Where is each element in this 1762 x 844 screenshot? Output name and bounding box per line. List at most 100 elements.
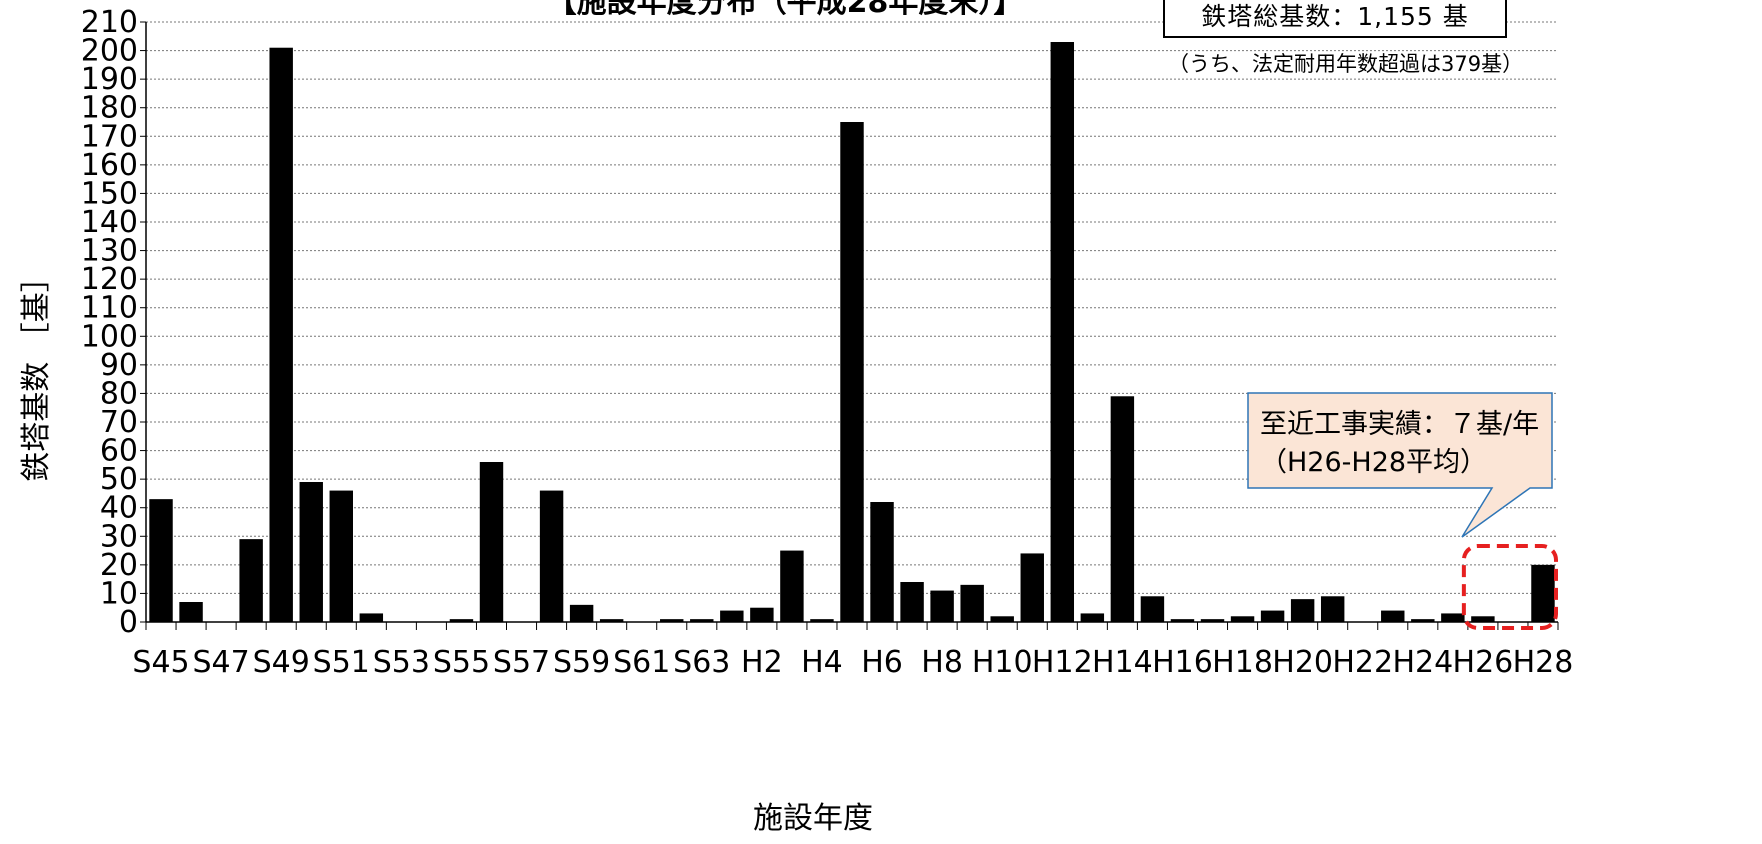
x-tick-label: H4 xyxy=(801,645,843,680)
bar-H11 xyxy=(1020,553,1044,622)
y-tick-labels: 0102030405060708090100110120130140150160… xyxy=(81,5,138,640)
bar-S48 xyxy=(239,539,263,622)
bar-H24 xyxy=(1411,619,1435,622)
bar-S49 xyxy=(269,47,293,622)
y-tick-label: 40 xyxy=(100,491,138,526)
bar-H21 xyxy=(1320,596,1345,622)
callout-shape xyxy=(1247,392,1553,538)
x-tick-label: S57 xyxy=(493,645,550,680)
bar-H4 xyxy=(810,619,834,622)
y-tick-label: 210 xyxy=(81,5,138,40)
x-tick-label: S53 xyxy=(373,645,430,680)
y-tick-label: 140 xyxy=(81,205,138,240)
bar-H1 xyxy=(720,610,744,622)
bar-H19 xyxy=(1260,610,1285,622)
y-tick-label: 100 xyxy=(81,319,138,354)
bar-S51 xyxy=(329,490,353,622)
bar-H5 xyxy=(840,122,864,622)
x-tick-label: H20 xyxy=(1272,645,1333,680)
y-tick-label: 150 xyxy=(81,176,138,211)
axes xyxy=(140,21,1559,630)
x-tick-labels: S45 S47 S49 S51 S53 S55 S57 S59 S61 S63 H2 H4 H6 H8 H1… xyxy=(132,645,1573,680)
bar-H2 xyxy=(750,607,774,622)
y-tick-label: 30 xyxy=(100,519,138,554)
bar-H25 xyxy=(1441,613,1465,622)
x-tick-label: H10 xyxy=(972,645,1033,680)
y-tick-label: 10 xyxy=(100,576,138,611)
bar-H14 xyxy=(1110,396,1135,622)
x-tick-label: H22 xyxy=(1332,645,1393,680)
bar-H16 xyxy=(1170,619,1195,622)
bar-H6 xyxy=(870,502,894,622)
x-tick-label: H24 xyxy=(1392,645,1453,680)
callout-line-1: 至近工事実績：７基/年 xyxy=(1260,409,1540,440)
bar-H15 xyxy=(1140,596,1165,622)
y-tick-label: 70 xyxy=(100,405,138,440)
x-tick-label: H26 xyxy=(1453,645,1514,680)
bar-S58 xyxy=(539,490,564,622)
bar-S59 xyxy=(569,604,594,622)
y-tick-label: 80 xyxy=(100,376,138,411)
callout-bubble xyxy=(1247,392,1553,538)
y-tick-label: 160 xyxy=(81,148,138,183)
bar-H13 xyxy=(1080,613,1105,622)
x-tick-label: S49 xyxy=(253,645,310,680)
bar-H3 xyxy=(780,550,804,622)
x-tick-label: S55 xyxy=(433,645,490,680)
x-tick-label: S63 xyxy=(673,645,730,680)
y-tick-label: 190 xyxy=(81,62,138,97)
highlight-box xyxy=(1461,544,1558,630)
bar-S55 xyxy=(449,619,474,622)
y-tick-label: 200 xyxy=(81,34,138,69)
x-tick-label: S59 xyxy=(553,645,610,680)
y-tick-label: 50 xyxy=(100,462,138,497)
x-tick-label: H18 xyxy=(1212,645,1273,680)
y-tick-label: 90 xyxy=(100,348,138,383)
bar-H8 xyxy=(930,590,954,622)
y-axis-title: 鉄塔基数 ［基］ xyxy=(19,262,54,482)
bar-S60 xyxy=(599,619,624,622)
x-tick-label: H14 xyxy=(1092,645,1153,680)
x-tick-label: H12 xyxy=(1032,645,1093,680)
bar-S62 xyxy=(660,619,684,622)
x-tick-label: H2 xyxy=(741,645,783,680)
bar-H10 xyxy=(990,616,1014,622)
bar-S45 xyxy=(149,499,173,622)
total-count-box: 鉄塔総基数：1,155 基 xyxy=(1163,0,1507,38)
x-tick-label: H16 xyxy=(1152,645,1213,680)
bar-H20 xyxy=(1290,599,1315,622)
x-tick-label: S51 xyxy=(313,645,370,680)
bar-S56 xyxy=(479,462,504,622)
bar-H28 xyxy=(1531,564,1555,622)
overage-note: （うち、法定耐用年数超過は379基） xyxy=(1168,52,1524,76)
bar-S46 xyxy=(179,602,203,622)
y-tick-label: 180 xyxy=(81,91,138,126)
bar-H17 xyxy=(1200,619,1225,622)
bar-H18 xyxy=(1230,616,1255,622)
x-tick-label: H8 xyxy=(921,645,963,680)
bar-H26 xyxy=(1471,616,1495,622)
y-tick-label: 0 xyxy=(119,605,138,640)
y-tick-label: 120 xyxy=(81,262,138,297)
x-tick-label: H28 xyxy=(1513,645,1574,680)
bar-S50 xyxy=(299,482,323,622)
bar-H9 xyxy=(960,584,984,622)
x-tick-label: H6 xyxy=(861,645,903,680)
y-tick-label: 60 xyxy=(100,434,138,469)
x-tick-label: S47 xyxy=(192,645,249,680)
x-tick-label: S45 xyxy=(132,645,189,680)
y-tick-label: 170 xyxy=(81,119,138,154)
bars xyxy=(149,42,1555,622)
y-tick-label: 110 xyxy=(81,291,138,326)
callout-line-2: （H26-H28平均） xyxy=(1260,447,1488,478)
callout: 至近工事実績：７基/年 （H26-H28平均） xyxy=(1248,400,1552,488)
bar-H23 xyxy=(1381,610,1405,622)
x-axis-title: 施設年度 xyxy=(753,801,873,836)
bar-H12 xyxy=(1050,42,1075,622)
bar-S63 xyxy=(690,619,714,622)
bar-S52 xyxy=(359,613,384,622)
y-tick-label: 130 xyxy=(81,234,138,269)
bar-H7 xyxy=(900,582,924,622)
y-tick-label: 20 xyxy=(100,548,138,583)
